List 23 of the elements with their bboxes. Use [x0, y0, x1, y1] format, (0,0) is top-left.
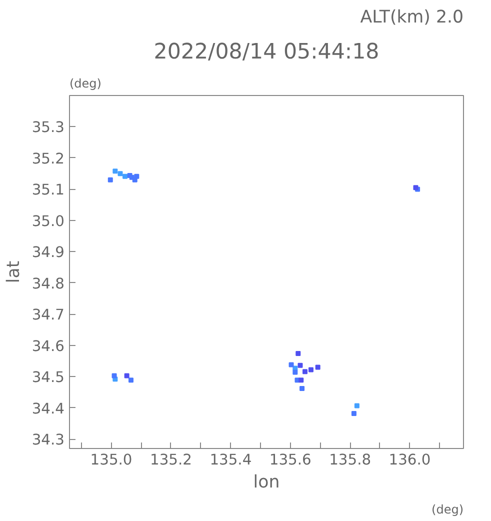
- y-tick-label: 34.5: [32, 369, 65, 386]
- y-tick-label: 35.1: [32, 182, 65, 199]
- text: (deg): [432, 502, 464, 516]
- x-axis-title: lon: [253, 472, 280, 492]
- y-tick-label: 34.3: [32, 432, 65, 449]
- y-tick-label: 34.7: [32, 306, 65, 324]
- y-tick-label: 34.6: [32, 338, 65, 355]
- x-tick-label: 135.4: [210, 452, 252, 468]
- text: (deg): [70, 76, 102, 90]
- y-tick-label: 35.3: [32, 119, 65, 136]
- y-axis-title: lat: [4, 260, 24, 284]
- chart-title: 2022/08/14 05:44:18: [154, 40, 380, 64]
- y-tick-label: 34.4: [32, 400, 65, 418]
- y-tick-label: 35.2: [32, 150, 65, 168]
- x-tick-label: 135.0: [90, 452, 132, 468]
- x-tick-label: 135.2: [150, 452, 192, 468]
- x-tick-label: 136.0: [388, 452, 431, 468]
- chart-subtitle: ALT(km) 2.0: [360, 8, 464, 28]
- x-tick-label: 135.8: [329, 452, 372, 468]
- y-tick-label: 34.9: [32, 244, 65, 262]
- y-tick-label: 35.0: [32, 212, 65, 230]
- y-tick-label: 34.8: [32, 275, 65, 292]
- x-tick-label: 135.6: [269, 452, 312, 468]
